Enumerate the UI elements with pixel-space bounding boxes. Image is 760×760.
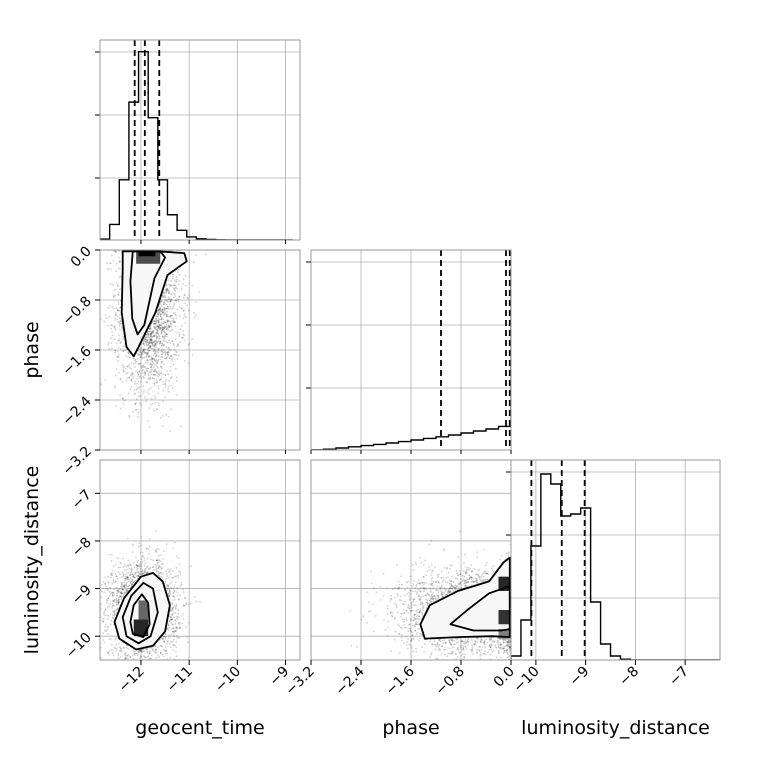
x-tick-label: −1.6 bbox=[382, 663, 417, 698]
contour-line bbox=[120, 250, 188, 358]
density-cell bbox=[138, 250, 156, 257]
histogram-steps bbox=[311, 268, 511, 450]
contour-line bbox=[113, 572, 171, 651]
density-cell bbox=[498, 610, 511, 625]
x-axis-label-geocent_time: geocent_time bbox=[135, 717, 264, 739]
contour-line bbox=[129, 250, 166, 336]
histogram-steps bbox=[100, 50, 293, 240]
x-tick-label: −10 bbox=[212, 664, 244, 696]
scatter-panel-phase-luminosity_distance bbox=[310, 459, 512, 661]
x-tick-label: −10 bbox=[511, 664, 543, 696]
x-tick-label: −8 bbox=[616, 664, 642, 690]
contour-fill bbox=[121, 251, 187, 357]
y-axis-label-phase: phase bbox=[21, 321, 43, 378]
histogram-steps bbox=[511, 473, 720, 660]
y-tick-label: −9 bbox=[69, 582, 95, 608]
y-tick-label: −8 bbox=[69, 534, 95, 560]
panel-frame bbox=[99, 39, 301, 241]
contour-group bbox=[419, 556, 511, 640]
y-tick-label: −3.2 bbox=[59, 444, 94, 479]
contour-group bbox=[113, 572, 171, 651]
x-axis-label-luminosity_distance: luminosity_distance bbox=[521, 717, 710, 739]
panel-frame bbox=[510, 459, 721, 661]
panel-frame bbox=[99, 459, 301, 661]
scatter-panel-geocent_time-phase bbox=[99, 249, 301, 451]
x-tick-label: −11 bbox=[164, 664, 196, 696]
histogram-panel-phase bbox=[306, 249, 512, 451]
contour-line bbox=[129, 593, 151, 638]
scatter-panel-geocent_time-luminosity_distance bbox=[99, 459, 301, 661]
y-tick-label: −7 bbox=[69, 487, 95, 513]
histogram-panel-luminosity_distance bbox=[506, 459, 721, 661]
x-tick-label: −9 bbox=[567, 664, 593, 690]
x-tick-label: −2.4 bbox=[332, 663, 367, 698]
x-tick-label: −12 bbox=[116, 664, 148, 696]
y-tick-label: −2.4 bbox=[59, 393, 94, 428]
contour-line bbox=[121, 582, 159, 645]
y-axis-label-luminosity_distance: luminosity_distance bbox=[21, 466, 43, 655]
x-axis-label-phase: phase bbox=[382, 717, 439, 739]
y-tick-label: −1.6 bbox=[59, 343, 94, 378]
density-cell bbox=[133, 619, 149, 637]
x-tick-label: −3.2 bbox=[282, 664, 317, 699]
contour-fill bbox=[420, 557, 510, 639]
density-cell bbox=[498, 629, 511, 639]
y-tick-label: 0.0 bbox=[68, 244, 95, 271]
contour-group bbox=[120, 250, 188, 358]
contour-line bbox=[419, 556, 511, 640]
density-cell bbox=[138, 600, 149, 620]
x-tick-label: −0.8 bbox=[432, 664, 467, 699]
contour-line bbox=[449, 585, 511, 632]
y-tick-label: −0.8 bbox=[59, 294, 94, 329]
y-tick-label: −10 bbox=[63, 630, 95, 662]
histogram-panel-geocent_time bbox=[95, 39, 301, 241]
x-tick-label: −7 bbox=[666, 664, 692, 690]
